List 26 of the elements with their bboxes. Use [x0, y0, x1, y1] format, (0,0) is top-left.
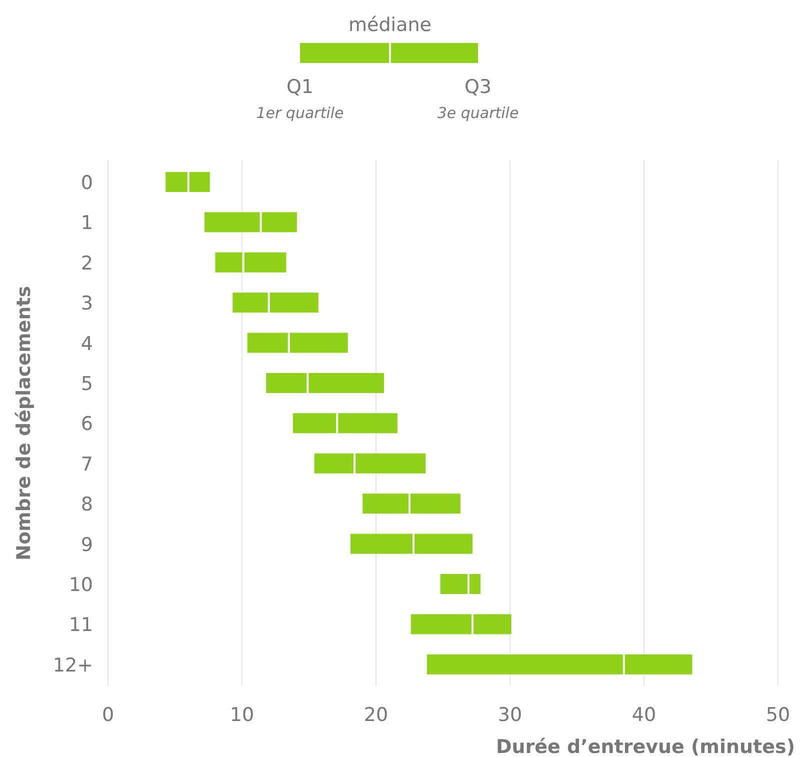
y-tick-label: 2 — [80, 252, 93, 274]
text: 3e quartile — [437, 104, 519, 122]
x-tick-label: 10 — [230, 704, 254, 726]
x-tick-label: 40 — [632, 704, 656, 726]
y-axis-title: Nombre de déplacements — [13, 286, 35, 560]
x-tick-label: 20 — [364, 704, 388, 726]
y-tick-label: 3 — [80, 292, 93, 315]
y-tick-label: 12+ — [52, 654, 93, 676]
y-tick-label: 6 — [80, 413, 93, 436]
text: médiane — [348, 14, 432, 36]
y-tick-label: 1 — [80, 212, 93, 234]
x-tick-label: 50 — [766, 704, 790, 726]
y-tick-label: 4 — [80, 332, 93, 355]
x-tick-label: 0 — [102, 704, 114, 726]
x-axis-title: Durée d’entrevue (minutes) — [496, 736, 795, 757]
y-tick-label: 11 — [68, 614, 93, 636]
y-tick-label: 9 — [80, 534, 93, 556]
text: 1er quartile — [256, 104, 344, 122]
y-tick-label: 7 — [80, 453, 93, 476]
y-tick-label: 0 — [80, 172, 93, 194]
x-tick-label: 30 — [498, 704, 522, 726]
text: Q1 — [286, 76, 314, 98]
y-tick-label: 5 — [80, 373, 93, 395]
y-tick-label: 10 — [68, 574, 93, 596]
text: Q3 — [464, 76, 492, 98]
y-tick-label: 8 — [80, 494, 93, 516]
